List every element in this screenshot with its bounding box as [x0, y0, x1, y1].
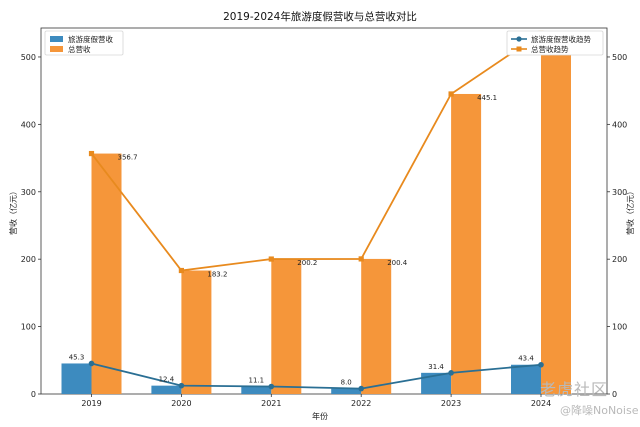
plot-frame	[40, 27, 608, 395]
right-y-tick-label: 300	[612, 188, 627, 197]
bar-value-label: 200.2	[297, 259, 317, 267]
bars	[61, 33, 571, 395]
x-tick-label: 2019	[81, 399, 101, 408]
bar-value-label: 200.4	[387, 259, 408, 267]
legend-marker	[516, 46, 522, 52]
bar-value-label: 356.7	[118, 154, 138, 162]
right-y-axis-title: 营收（亿元）	[625, 187, 635, 235]
trend-point	[358, 385, 365, 392]
trend-point	[178, 382, 185, 389]
trend-point	[88, 360, 95, 367]
legend-label: 旅游度假营收趋势	[531, 34, 591, 44]
legend-label: 总营收趋势	[531, 44, 569, 54]
left-y-tick-label: 400	[21, 120, 36, 129]
legend-swatch	[50, 46, 63, 52]
left-y-tick-label: 500	[21, 53, 36, 62]
x-tick-label: 2023	[441, 399, 461, 408]
bar-tourism	[331, 388, 362, 394]
trend-point	[448, 91, 454, 97]
trend-lines	[88, 30, 544, 392]
trend-line-total	[90, 32, 542, 272]
chart-title: 2019-2024年旅游度假营收与总营收对比	[223, 10, 417, 23]
x-tick-label: 2024	[531, 399, 551, 408]
trend-line-tourism	[91, 362, 542, 390]
bar-value-label: 43.4	[518, 355, 534, 363]
bar-value-label: 445.1	[477, 94, 497, 102]
left-y-tick-label: 200	[21, 255, 36, 264]
left-y-tick-label: 0	[31, 390, 36, 399]
bar-value-label: 31.4	[428, 363, 444, 371]
bar-total	[541, 33, 571, 395]
legend-label: 旅游度假营收	[68, 34, 113, 44]
bar-total	[271, 259, 302, 394]
x-tick-label: 2020	[171, 399, 191, 408]
bar-total	[451, 93, 482, 394]
left-y-axis-title: 营收（亿元）	[8, 187, 18, 235]
bar-value-label: 8.0	[341, 379, 352, 387]
bar-tourism	[511, 364, 541, 394]
left-y-tick-label: 300	[21, 188, 36, 197]
bar-total	[91, 153, 122, 394]
legend-marker	[516, 36, 522, 42]
trend-point	[178, 267, 184, 274]
watermark-user: @降噪NoNoise	[560, 404, 639, 417]
bar-value-label: 183.2	[207, 271, 227, 279]
bar-value-label: 45.3	[69, 353, 85, 361]
bar-value-label: 12.4	[159, 376, 175, 384]
right-y-tick-label: 200	[612, 255, 627, 264]
left-y-tick-label: 100	[21, 323, 36, 332]
trend-point	[88, 150, 95, 157]
legend-right-box	[506, 30, 604, 56]
right-y-tick-label: 100	[612, 323, 627, 332]
bar-tourism	[151, 385, 182, 394]
bar-total	[181, 270, 212, 394]
trend-point	[448, 370, 454, 376]
legend-left-box	[44, 30, 124, 56]
bar-value-label: 11.1	[249, 377, 265, 385]
right-y-tick-label: 400	[612, 120, 627, 129]
trend-point	[268, 383, 275, 390]
right-y-tick-label: 500	[612, 53, 627, 62]
watermark-site: 老虎社区	[540, 380, 609, 399]
bar-tourism	[241, 386, 272, 394]
trend-point	[538, 361, 544, 368]
left-y-axis: 0 100 200 300 400 500	[21, 53, 41, 399]
legend-swatch	[50, 36, 63, 42]
bar-tourism	[61, 363, 92, 394]
x-tick-label: 2021	[261, 399, 281, 408]
x-axis: 2019 2020 2021 2022 2023 2024	[81, 394, 551, 408]
right-y-tick-label: 0	[612, 390, 617, 399]
right-y-axis: 0 100 200 300 400 500	[607, 53, 627, 399]
trend-point	[358, 256, 364, 262]
x-tick-label: 2022	[351, 399, 371, 408]
legend-label: 总营收	[68, 44, 91, 54]
bar-total	[361, 258, 392, 394]
bar-tourism	[421, 372, 452, 394]
trend-point	[268, 256, 274, 262]
x-axis-title: 年份	[312, 411, 328, 421]
data-labels: 45.3 12.4 11.1 8.0 31.4 43.4 356.7 183.2 200.2 20…	[69, 94, 535, 387]
